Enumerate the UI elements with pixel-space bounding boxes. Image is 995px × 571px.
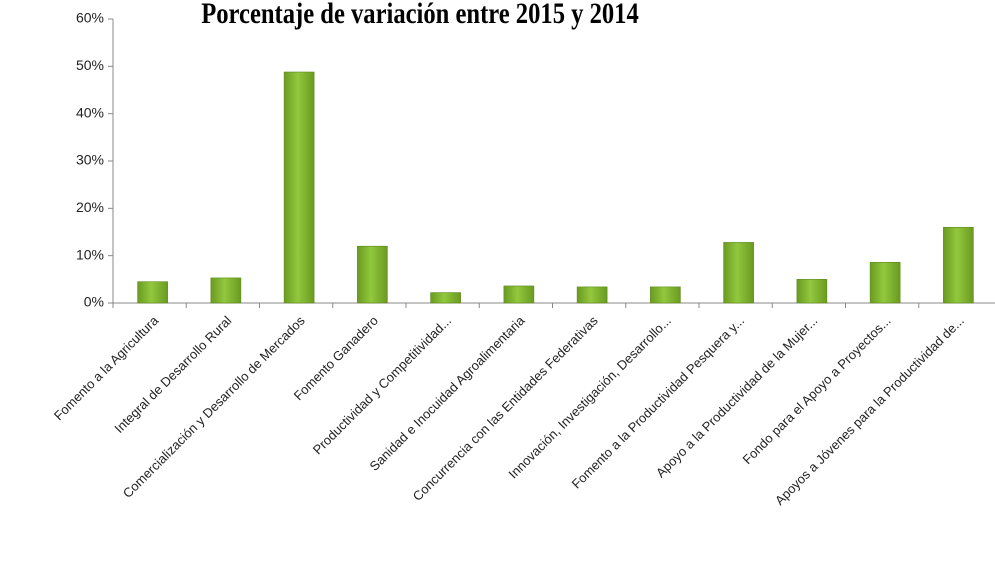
x-tick-label: Sanidad e Inocuidad Agroalimentaria	[367, 312, 528, 473]
bar	[283, 71, 315, 304]
bar	[357, 245, 388, 304]
bar	[430, 292, 461, 304]
bar	[650, 286, 681, 304]
bar	[869, 261, 901, 304]
x-tick-label: Innovación, Investigación, Desarrollo...	[505, 313, 674, 482]
x-tick-label: Productividad y Competitividad...	[310, 313, 454, 457]
y-tick-label: 60%	[76, 10, 104, 26]
bar	[210, 277, 242, 304]
y-tick-label: 10%	[76, 246, 104, 262]
bar	[576, 286, 608, 304]
bar	[943, 226, 974, 304]
y-tick-label: 50%	[76, 57, 104, 73]
y-tick-label: 40%	[76, 104, 104, 120]
bar	[503, 285, 535, 304]
x-tick-label: Apoyo a la Productividad de la Mujer...	[653, 313, 820, 480]
y-tick-label: 30%	[76, 152, 104, 168]
x-tick-label: Fondo para el Apoyo a Proyectos...	[739, 313, 893, 467]
bar	[796, 279, 828, 304]
y-tick-label: 0%	[84, 294, 104, 310]
bar	[723, 242, 754, 304]
bar	[137, 281, 168, 304]
y-tick-label: 20%	[76, 199, 104, 215]
x-tick-label: Integral de Desarrollo Rural	[111, 313, 234, 436]
chart-title: Porcentaje de variación entre 2015 y 201…	[201, 0, 639, 29]
